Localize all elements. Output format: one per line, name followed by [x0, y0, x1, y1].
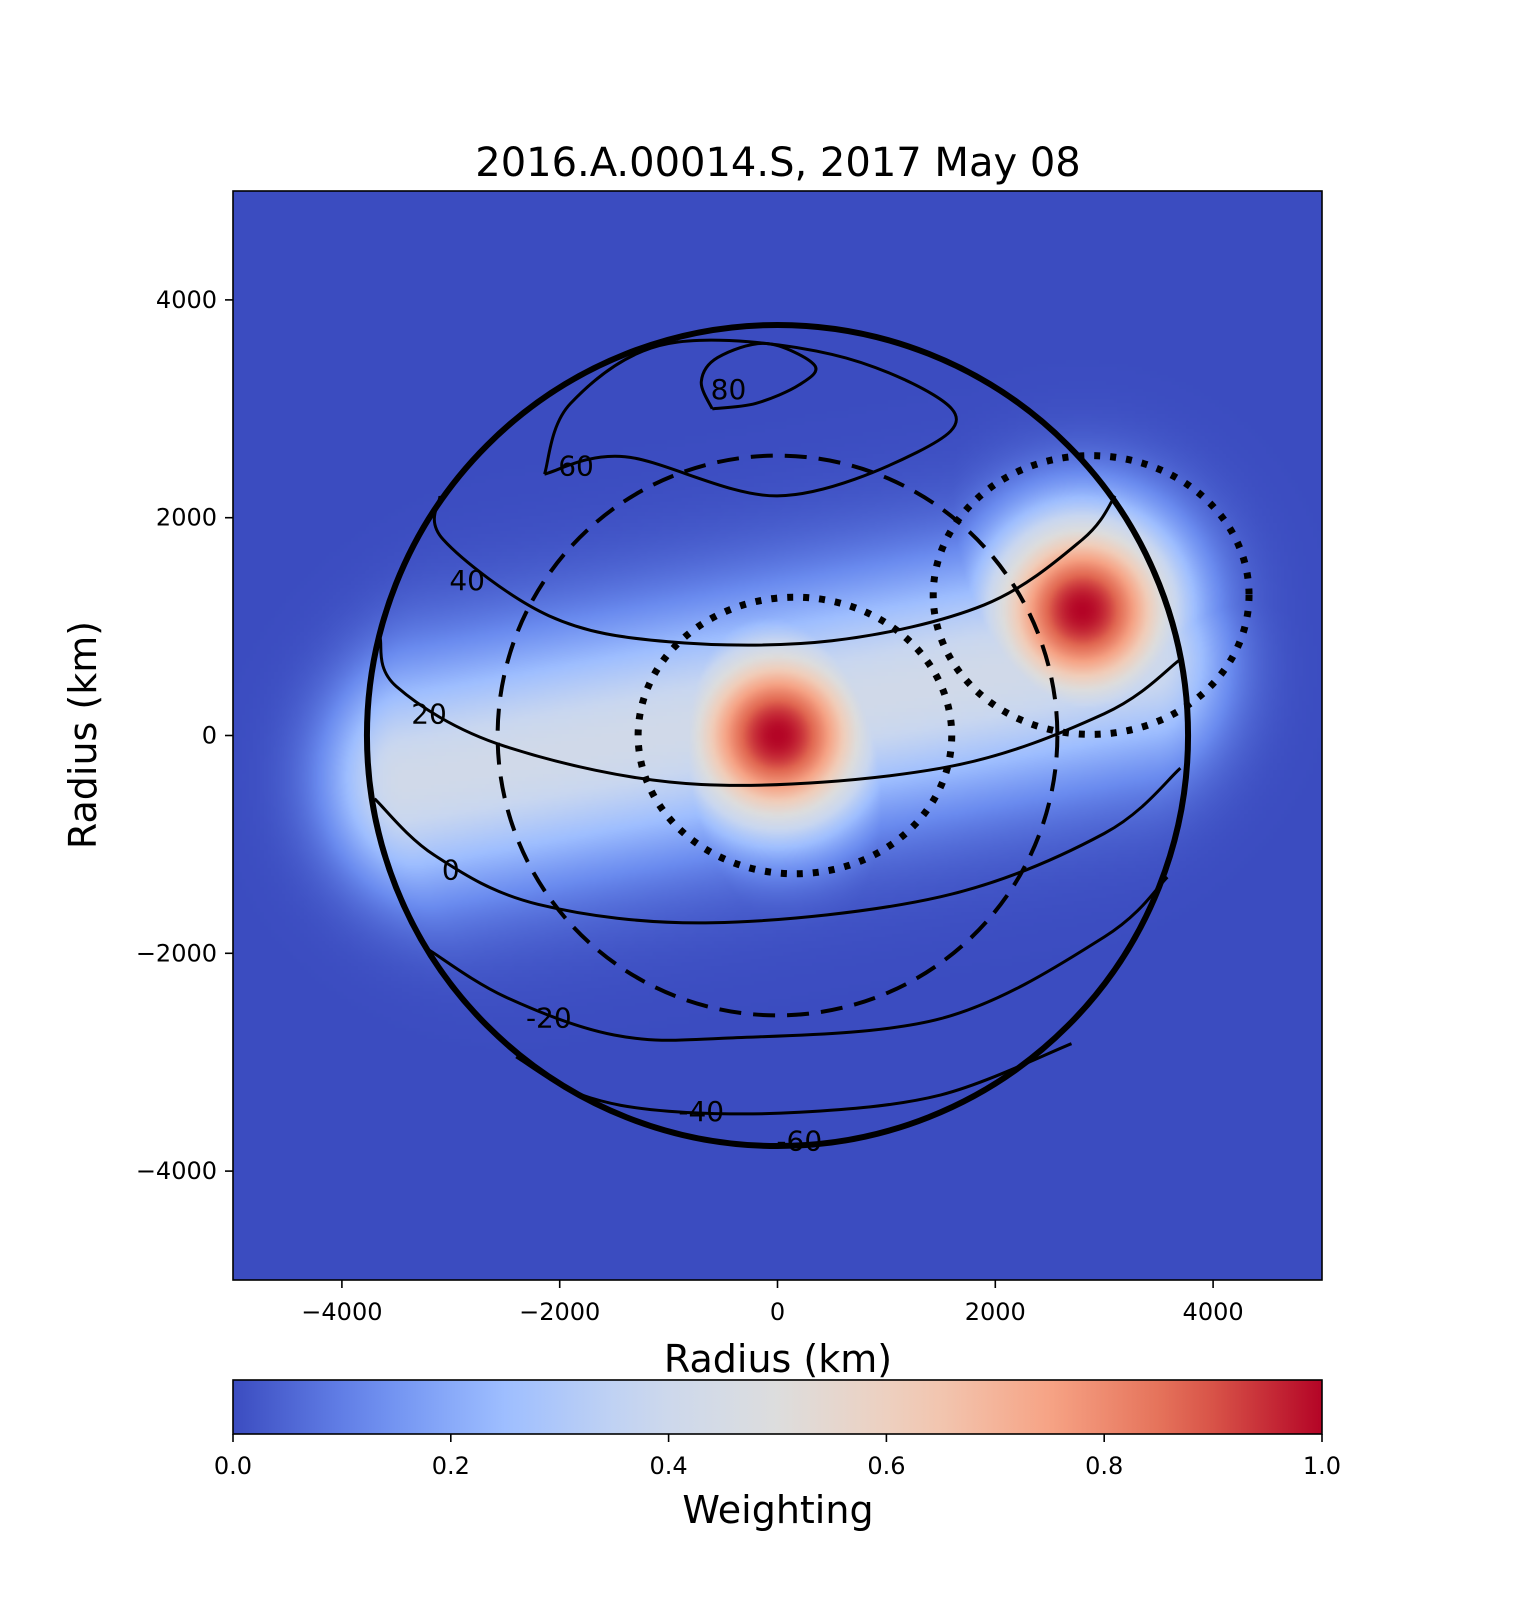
contour-label-3: 20	[411, 698, 447, 731]
colorbar-ticks: 0.0 0.2 0.4 0.6 0.8 1.0	[214, 1434, 1341, 1480]
colorbar-tick-label: 1.0	[1303, 1452, 1341, 1480]
beam-dotted-circle-1	[929, 452, 1253, 738]
y-tick-label: 2000	[156, 504, 217, 532]
latitude-contour-4	[373, 767, 1182, 925]
contour-label-7: -60	[776, 1125, 822, 1158]
inner-dashed-circle	[495, 453, 1060, 1018]
latitude-contour-3	[378, 637, 1182, 787]
planet-limb	[363, 321, 1192, 1150]
colorbar-tick-label: 0.2	[432, 1452, 470, 1480]
heatmap-image	[233, 191, 1322, 1280]
contour-label-4: 0	[442, 853, 460, 886]
chart-title: 2016.A.00014.S, 2017 May 08	[475, 140, 1081, 186]
y-tick-label: −4000	[136, 1157, 217, 1185]
latitude-contour-0	[699, 341, 818, 411]
contour-label-5: -20	[526, 1002, 572, 1035]
y-tick-label: 0	[202, 722, 217, 750]
colorbar-label: Weighting	[682, 1488, 873, 1532]
x-tick-label: −4000	[301, 1298, 382, 1326]
contour-label-0: 80	[711, 373, 747, 406]
contour-label-2: 40	[449, 564, 485, 597]
x-tick-label: 0	[770, 1298, 785, 1326]
x-axis-label: Radius (km)	[664, 1337, 892, 1381]
colorbar-tick-label: 0.4	[650, 1452, 688, 1480]
x-tick-label: 2000	[965, 1298, 1026, 1326]
contour-label-6: -40	[678, 1095, 724, 1128]
y-axis-label: Radius (km)	[61, 621, 105, 849]
x-tick-label: −2000	[519, 1298, 600, 1326]
colorbar-tick-label: 0.8	[1085, 1452, 1123, 1480]
colorbar	[232, 1379, 1323, 1435]
x-tick-label: 4000	[1183, 1298, 1244, 1326]
latitude-contour-1	[543, 338, 958, 498]
plot-overlay: 80 60 40 20 0 -20 -40 -60	[363, 321, 1253, 1158]
y-axis-ticks: −4000 −2000 0 2000 4000	[136, 286, 233, 1185]
colorbar-tick-label: 0.0	[214, 1452, 252, 1480]
contour-label-1: 60	[558, 449, 594, 482]
colorbar-tick-label: 0.6	[867, 1452, 905, 1480]
latitude-contour-5	[428, 876, 1169, 1042]
latitude-contour-2	[432, 494, 1117, 647]
y-tick-label: −2000	[136, 939, 217, 967]
x-axis-ticks: −4000 −2000 0 2000 4000	[301, 1280, 1244, 1326]
beam-dotted-circle-0	[634, 593, 956, 878]
y-tick-label: 4000	[156, 286, 217, 314]
